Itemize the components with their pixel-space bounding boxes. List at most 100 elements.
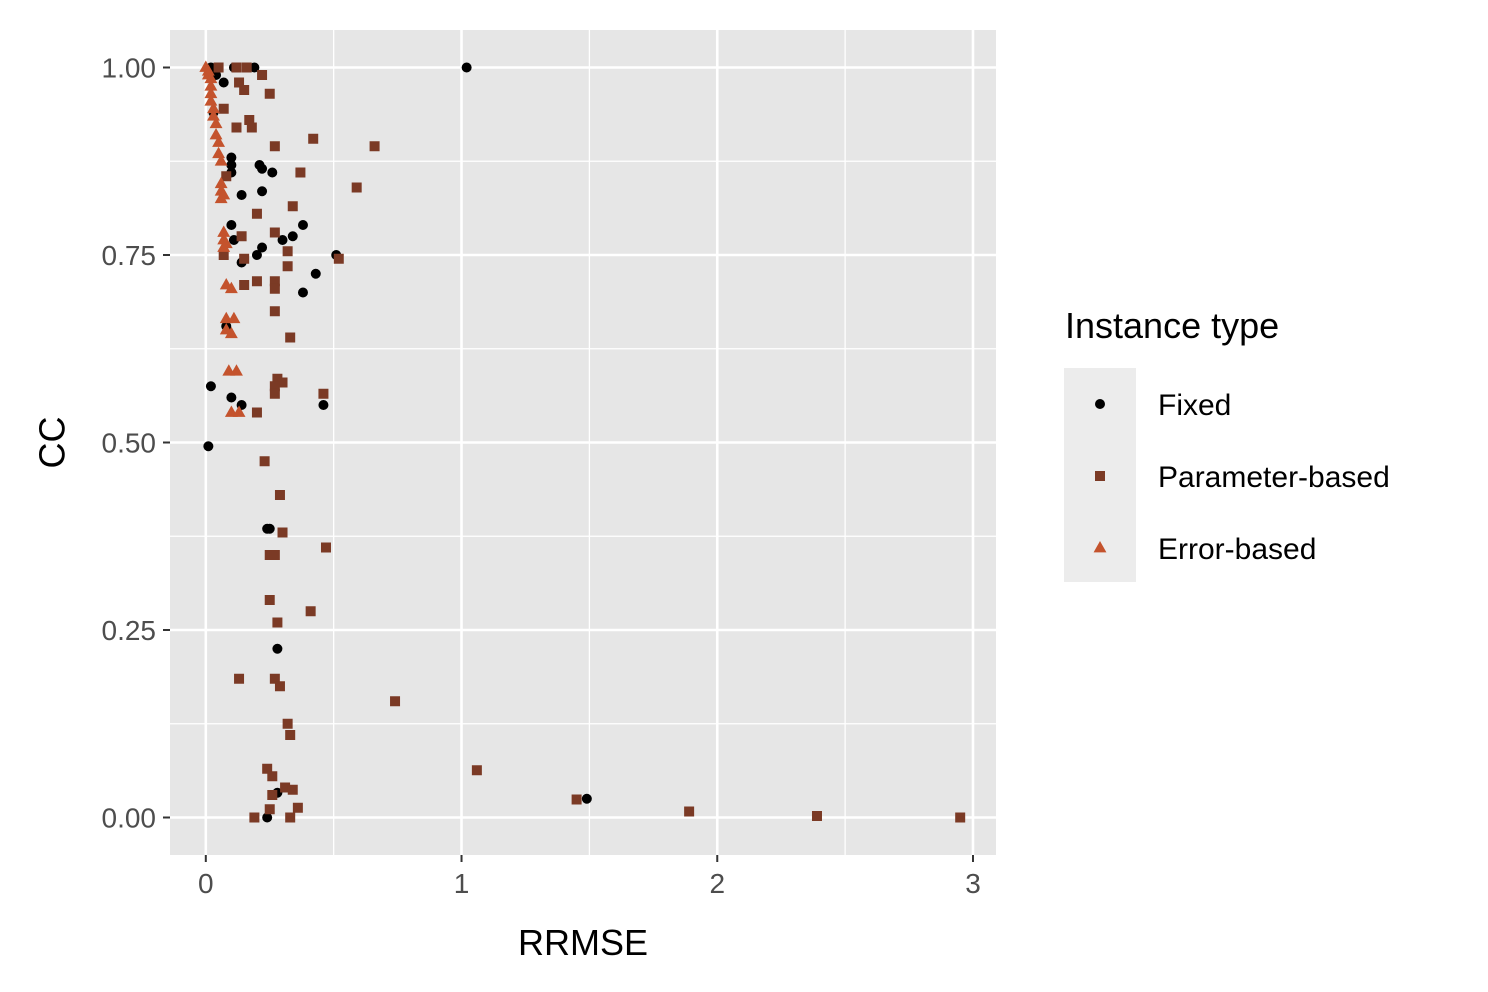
data-point xyxy=(204,86,218,99)
x-tick-label: 3 xyxy=(965,868,981,899)
data-point xyxy=(318,388,329,399)
data-point xyxy=(251,250,262,260)
series-fixed xyxy=(203,62,592,823)
legend-key-circle xyxy=(1095,399,1105,409)
data-point xyxy=(269,141,280,152)
data-point xyxy=(269,227,280,238)
axis-ticks: 0 1 2 3 0.00 0.25 0.50 0.75 1.00 xyxy=(102,53,981,900)
legend-label: Parameter-based xyxy=(1158,461,1390,494)
x-tick-label: 2 xyxy=(709,868,725,899)
x-axis-title: RRMSE xyxy=(518,922,648,963)
data-point xyxy=(269,550,280,560)
data-point xyxy=(218,250,229,260)
data-point xyxy=(287,784,298,795)
data-point xyxy=(209,128,223,140)
data-point xyxy=(320,542,331,553)
data-point xyxy=(239,280,250,290)
data-point xyxy=(272,373,283,384)
data-point xyxy=(297,220,308,230)
data-point xyxy=(277,527,288,538)
data-point xyxy=(230,364,243,376)
data-point xyxy=(203,441,214,452)
data-point xyxy=(272,617,283,628)
x-tick-label: 1 xyxy=(454,868,470,899)
data-point xyxy=(231,62,242,73)
data-point xyxy=(264,523,275,534)
data-point xyxy=(461,62,472,73)
data-point xyxy=(257,186,268,197)
data-point xyxy=(295,167,306,178)
data-point xyxy=(212,135,226,147)
data-point xyxy=(257,242,268,253)
data-point xyxy=(257,70,268,80)
legend-label: Error-based xyxy=(1158,533,1316,566)
data-point xyxy=(239,85,250,95)
legend: Instance type Fixed Parameter-based Error-… xyxy=(1064,305,1390,582)
data-point xyxy=(269,306,280,317)
legend-key-triangle xyxy=(1093,541,1107,553)
data-point xyxy=(269,283,280,294)
data-point xyxy=(244,115,255,125)
data-point xyxy=(226,152,237,163)
data-point xyxy=(308,133,319,144)
data-point xyxy=(267,790,278,800)
data-point xyxy=(228,235,239,245)
data-point xyxy=(811,811,822,821)
data-point xyxy=(287,231,298,242)
legend-key-square xyxy=(1095,471,1105,481)
data-point xyxy=(285,332,296,343)
data-point xyxy=(262,812,273,823)
data-point xyxy=(217,225,231,237)
data-point xyxy=(264,550,275,560)
y-axis-title: CC xyxy=(32,417,73,469)
data-point xyxy=(269,388,280,399)
y-tick-label: 1.00 xyxy=(102,53,157,84)
data-point xyxy=(234,673,245,684)
data-point xyxy=(282,261,293,272)
data-point xyxy=(318,400,329,410)
data-point xyxy=(259,456,270,467)
data-point xyxy=(251,407,262,418)
data-point xyxy=(209,116,223,129)
data-point xyxy=(390,696,401,707)
legend-items: Fixed Parameter-based Error-based xyxy=(1093,389,1390,566)
data-point xyxy=(218,103,229,114)
data-point xyxy=(571,794,582,805)
data-point xyxy=(280,782,291,793)
data-point xyxy=(292,802,303,813)
data-point xyxy=(581,793,592,804)
data-point xyxy=(267,167,278,178)
data-point xyxy=(204,71,218,84)
data-point xyxy=(269,276,280,287)
data-point xyxy=(226,160,237,170)
data-point xyxy=(236,231,247,242)
y-tick-label: 0.00 xyxy=(102,803,157,834)
data-point xyxy=(213,62,224,73)
data-point xyxy=(277,377,288,388)
data-point xyxy=(351,182,362,193)
data-point xyxy=(246,122,257,133)
x-tick-label: 0 xyxy=(198,868,214,899)
data-point xyxy=(239,253,250,264)
data-point xyxy=(207,101,220,114)
data-point xyxy=(205,381,216,392)
data-point xyxy=(282,246,293,257)
data-point xyxy=(333,253,344,264)
data-point xyxy=(274,490,285,500)
data-point xyxy=(272,643,283,654)
data-point xyxy=(219,236,233,249)
data-point xyxy=(226,392,237,403)
data-point xyxy=(214,176,228,189)
series-error-based xyxy=(199,60,246,417)
data-point xyxy=(269,381,280,392)
data-point xyxy=(204,79,218,91)
data-point xyxy=(207,109,220,121)
data-point xyxy=(234,77,245,88)
data-point xyxy=(251,276,262,287)
y-tick-label: 0.50 xyxy=(102,428,157,459)
data-point xyxy=(369,141,380,152)
data-point xyxy=(236,190,247,200)
data-point xyxy=(285,812,296,823)
data-point xyxy=(214,154,228,166)
